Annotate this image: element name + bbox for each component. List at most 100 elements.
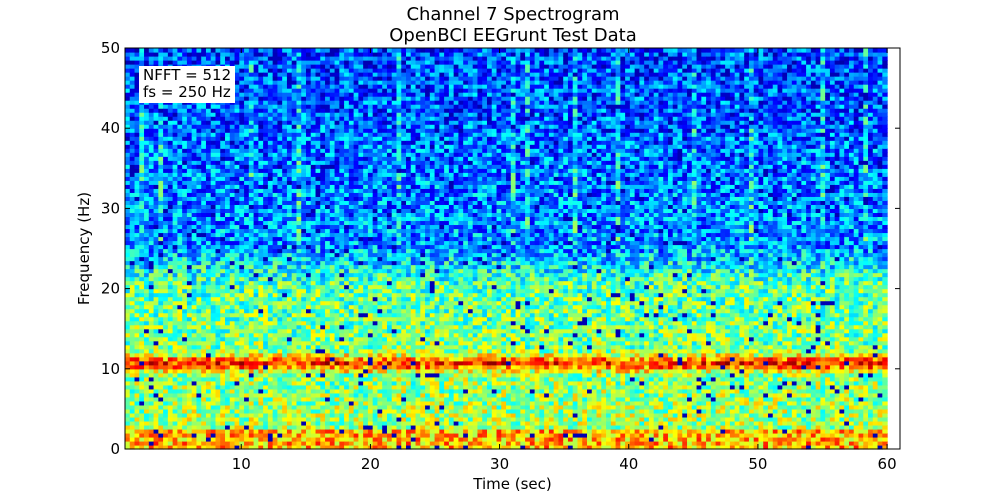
heatmap-cell bbox=[220, 156, 226, 161]
heatmap-cell bbox=[282, 300, 288, 306]
heatmap-cell bbox=[163, 348, 169, 354]
heatmap-cell bbox=[267, 48, 274, 53]
heatmap-cell bbox=[129, 272, 136, 278]
heatmap-cell bbox=[344, 236, 350, 242]
heatmap-cell bbox=[191, 108, 198, 113]
heatmap-cell bbox=[210, 192, 217, 197]
heatmap-cell bbox=[201, 308, 207, 314]
heatmap-cell bbox=[296, 192, 302, 197]
heatmap-cell bbox=[234, 240, 240, 246]
heatmap-cell bbox=[205, 120, 212, 125]
heatmap-cell bbox=[139, 344, 145, 350]
heatmap-cell bbox=[244, 328, 250, 334]
heatmap-cell bbox=[296, 200, 302, 205]
heatmap-cell bbox=[272, 48, 279, 53]
heatmap-cell bbox=[144, 368, 150, 374]
heatmap-cell bbox=[344, 240, 350, 246]
heatmap-cell bbox=[153, 256, 159, 262]
heatmap-cell bbox=[177, 288, 183, 294]
heatmap-cell bbox=[225, 124, 231, 129]
heatmap-cell bbox=[125, 252, 131, 258]
heatmap-cell bbox=[248, 396, 255, 402]
heatmap-cell bbox=[358, 336, 364, 342]
heatmap-cell bbox=[320, 80, 326, 85]
heatmap-cell bbox=[139, 208, 145, 214]
heatmap-cell bbox=[325, 268, 331, 274]
heatmap-cell bbox=[205, 124, 212, 129]
heatmap-cell bbox=[134, 220, 140, 226]
heatmap-cell bbox=[167, 296, 174, 302]
heatmap-cell bbox=[177, 384, 183, 390]
heatmap-cell bbox=[210, 292, 217, 298]
heatmap-cell bbox=[158, 48, 164, 53]
heatmap-cell bbox=[267, 384, 274, 390]
heatmap-cell bbox=[334, 336, 340, 342]
heatmap-cell bbox=[182, 136, 188, 141]
heatmap-cell bbox=[177, 116, 183, 121]
heatmap-cell bbox=[229, 52, 236, 57]
heatmap-cell bbox=[263, 428, 269, 434]
heatmap-cell bbox=[272, 300, 279, 306]
heatmap-cell bbox=[277, 372, 283, 378]
heatmap-cell bbox=[215, 164, 221, 169]
heatmap-cell bbox=[353, 220, 359, 226]
heatmap-cell bbox=[186, 176, 193, 181]
heatmap-cell bbox=[267, 364, 274, 370]
heatmap-cell bbox=[277, 444, 283, 450]
heatmap-cell bbox=[296, 212, 302, 218]
heatmap-cell bbox=[220, 392, 226, 398]
heatmap-cell bbox=[210, 412, 217, 418]
heatmap-cell bbox=[125, 112, 131, 117]
heatmap-cell bbox=[344, 76, 350, 81]
heatmap-cell bbox=[305, 256, 312, 262]
heatmap-cell bbox=[125, 88, 131, 93]
heatmap-cell bbox=[282, 208, 288, 214]
heatmap-cell bbox=[325, 112, 331, 117]
heatmap-cell bbox=[310, 136, 317, 141]
heatmap-cell bbox=[163, 236, 169, 242]
heatmap-cell bbox=[301, 144, 307, 149]
heatmap-cell bbox=[182, 392, 188, 398]
heatmap-cell bbox=[325, 388, 331, 394]
heatmap-cell bbox=[267, 192, 274, 197]
heatmap-cell bbox=[215, 396, 221, 402]
heatmap-cell bbox=[234, 280, 240, 286]
heatmap-cell bbox=[325, 224, 331, 230]
heatmap-cell bbox=[186, 220, 193, 226]
heatmap-cell bbox=[201, 212, 207, 218]
heatmap-cell bbox=[215, 216, 221, 222]
heatmap-cell bbox=[248, 404, 255, 410]
heatmap-cell bbox=[325, 440, 331, 446]
heatmap-cell bbox=[310, 348, 317, 354]
heatmap-cell bbox=[248, 416, 255, 422]
heatmap-cell bbox=[344, 112, 350, 117]
heatmap-cell bbox=[272, 344, 279, 350]
heatmap-cell bbox=[225, 304, 231, 310]
heatmap-cell bbox=[263, 392, 269, 398]
heatmap-cell bbox=[301, 268, 307, 274]
heatmap-cell bbox=[229, 148, 236, 153]
heatmap-cell bbox=[339, 292, 345, 298]
heatmap-cell bbox=[339, 112, 345, 117]
heatmap-cell bbox=[182, 400, 188, 406]
heatmap-cell bbox=[258, 136, 264, 141]
heatmap-cell bbox=[201, 384, 207, 390]
heatmap-cell bbox=[305, 264, 312, 270]
heatmap-cell bbox=[134, 296, 140, 302]
heatmap-cell bbox=[144, 348, 150, 354]
heatmap-cell bbox=[301, 376, 307, 382]
heatmap-cell bbox=[191, 176, 198, 181]
heatmap-cell bbox=[139, 440, 145, 446]
heatmap-cell bbox=[282, 136, 288, 141]
heatmap-cell bbox=[320, 376, 326, 382]
heatmap-cell bbox=[339, 300, 345, 306]
heatmap-cell bbox=[244, 344, 250, 350]
heatmap-cell bbox=[348, 372, 355, 378]
heatmap-cell bbox=[220, 368, 226, 374]
heatmap-cell bbox=[305, 116, 312, 121]
heatmap-cell bbox=[177, 228, 183, 234]
heatmap-cell bbox=[182, 256, 188, 262]
heatmap-cell bbox=[177, 200, 183, 205]
heatmap-cell bbox=[291, 236, 298, 242]
heatmap-cell bbox=[153, 440, 159, 446]
